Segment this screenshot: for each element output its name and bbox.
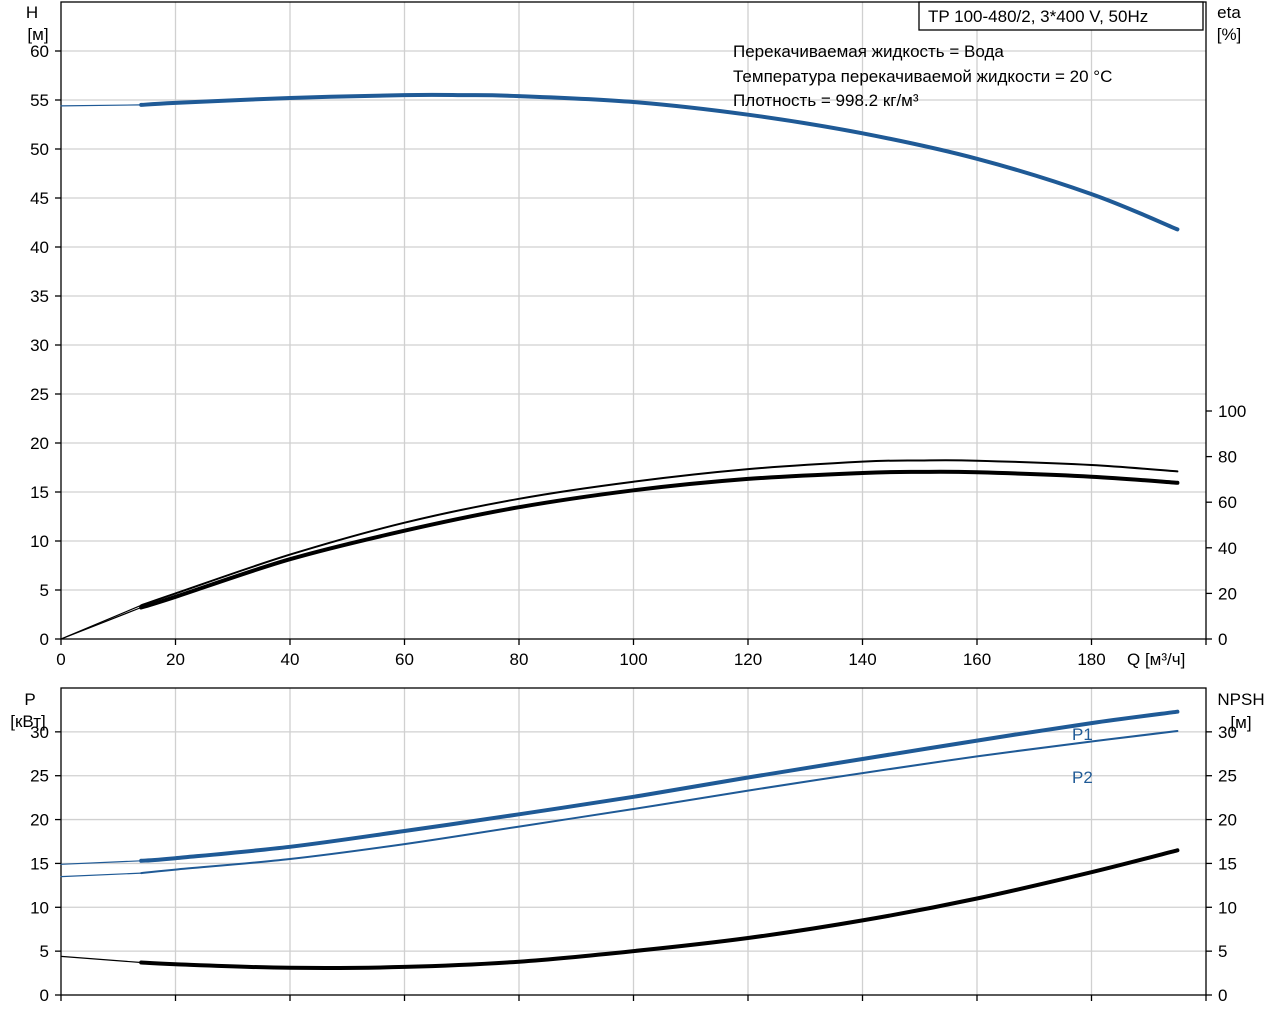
annotation-fluid: Перекачиваемая жидкость = Вода	[733, 42, 1004, 61]
bottom-series	[60, 709, 1180, 970]
series-line-p2	[140, 730, 1179, 875]
y-tick-label: 30	[30, 336, 49, 355]
y2-tick-label: 80	[1218, 448, 1237, 467]
top-grid	[61, 2, 1206, 639]
p-tick-label: 25	[30, 767, 49, 786]
y-tick-label: 20	[30, 434, 49, 453]
x-tick-label: 0	[56, 650, 65, 669]
npsh-tick-label: 15	[1218, 854, 1237, 873]
x-tick-label: 140	[848, 650, 876, 669]
series-line-p1	[139, 709, 1180, 863]
y2-axis-unit: [%]	[1217, 25, 1242, 44]
y2-axis-title: eta	[1217, 3, 1241, 22]
series-line-p2_ext	[60, 872, 142, 878]
top-left-ticks: 0 5 10 15 20 25 30 35 40 45 50 55 60	[30, 42, 61, 649]
x-tick-label: 20	[166, 650, 185, 669]
series-line-h_ext	[60, 104, 142, 107]
y-tick-label: 25	[30, 385, 49, 404]
npsh-tick-label: 20	[1218, 811, 1237, 830]
x-tick-label: 120	[734, 650, 762, 669]
p-tick-label: 15	[30, 854, 49, 873]
series-line-h	[139, 92, 1180, 232]
title-box	[918, 1, 1204, 31]
npsh-tick-label: 5	[1218, 942, 1227, 961]
npsh-axis-title: NPSH	[1217, 690, 1264, 709]
p1-label: P1	[1072, 725, 1093, 744]
y2-tick-label: 100	[1218, 402, 1246, 421]
y2-tick-label: 40	[1218, 539, 1237, 558]
p-tick-label: 30	[30, 723, 49, 742]
series-line-p1_ext	[60, 860, 142, 865]
y2-tick-label: 20	[1218, 584, 1237, 603]
y2-tick-label: 60	[1218, 493, 1237, 512]
bottom-grid	[61, 688, 1206, 995]
y-tick-label: 15	[30, 483, 49, 502]
y-tick-label: 0	[40, 630, 49, 649]
p2-label: P2	[1072, 768, 1093, 787]
x-tick-label: 180	[1077, 650, 1105, 669]
npsh-tick-label: 30	[1218, 723, 1237, 742]
x-tick-label: 100	[619, 650, 647, 669]
annotation-temperature: Температура перекачиваемой жидкости = 20…	[733, 67, 1112, 86]
series-line-eta2_ext	[60, 606, 142, 640]
p-tick-label: 10	[30, 898, 49, 917]
annotation-density: Плотность = 998.2 кг/м³	[733, 91, 919, 110]
series-line-npsh_ext	[60, 955, 142, 964]
y-axis-unit: [м]	[27, 25, 48, 44]
top-series	[60, 92, 1180, 640]
p-axis-title: P	[24, 690, 35, 709]
y-tick-label: 35	[30, 287, 49, 306]
y-tick-label: 50	[30, 140, 49, 159]
y-tick-label: 60	[30, 42, 49, 61]
x-ticks: 0 20 40 60 80 100 120 140 160 180	[56, 639, 1207, 669]
series-line-npsh	[139, 848, 1180, 970]
npsh-tick-label: 10	[1218, 898, 1237, 917]
top-right-ticks: 0 20 40 60 80 100	[1206, 402, 1246, 649]
p-axis-unit: [кВт]	[10, 712, 45, 731]
y-tick-label: 40	[30, 238, 49, 257]
npsh-tick-label: 25	[1218, 767, 1237, 786]
x-tick-label: 160	[963, 650, 991, 669]
x-tick-label: 40	[281, 650, 300, 669]
npsh-axis-unit: [м]	[1230, 713, 1251, 732]
npsh-tick-label: 0	[1218, 986, 1227, 1005]
chart-title: TP 100-480/2, 3*400 V, 50Hz	[928, 7, 1148, 26]
series-line-eta1	[140, 459, 1179, 607]
p-tick-label: 5	[40, 942, 49, 961]
series-line-eta2	[139, 469, 1180, 610]
y-tick-label: 55	[30, 91, 49, 110]
bottom-right-ticks: 0 5 10 15 20 25 30	[1206, 723, 1237, 1005]
y-axis-title: H	[26, 3, 38, 22]
y-tick-label: 10	[30, 532, 49, 551]
y2-tick-label: 0	[1218, 630, 1227, 649]
y-tick-label: 45	[30, 189, 49, 208]
x-axis-title: Q [м³/ч]	[1127, 650, 1185, 669]
p-tick-label: 0	[40, 986, 49, 1005]
x-tick-label: 80	[510, 650, 529, 669]
y-tick-label: 5	[40, 581, 49, 600]
bottom-left-ticks: 0 5 10 15 20 25 30	[30, 723, 1207, 1005]
x-tick-label: 60	[395, 650, 414, 669]
p-tick-label: 20	[30, 811, 49, 830]
